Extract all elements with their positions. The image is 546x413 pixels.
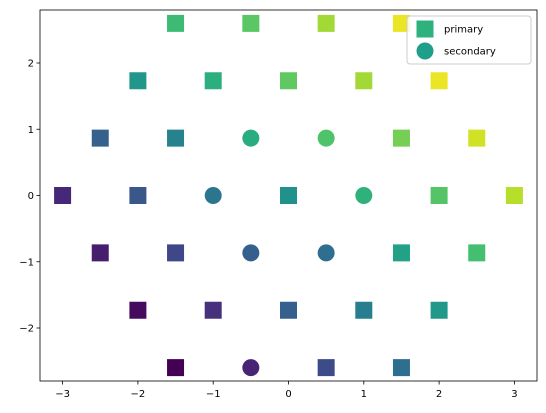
- primary-point-11: [392, 129, 410, 147]
- y-tick-label: −2: [19, 324, 34, 335]
- legend-label-primary: primary: [444, 25, 483, 36]
- legend-marker-secondary: [416, 42, 434, 60]
- primary-point-3: [392, 14, 410, 32]
- primary-point-21: [468, 244, 486, 262]
- primary-point-7: [355, 72, 373, 90]
- x-tick-label: 0: [285, 389, 291, 400]
- primary-point-22: [129, 301, 147, 319]
- x-tick-label: 2: [436, 389, 442, 400]
- primary-point-19: [167, 244, 185, 262]
- x-tick-label: −1: [206, 389, 221, 400]
- primary-point-9: [91, 129, 109, 147]
- secondary-point-2: [204, 187, 222, 204]
- primary-point-29: [392, 359, 410, 377]
- secondary-point-5: [317, 244, 335, 262]
- y-tick-label: 2: [28, 59, 34, 70]
- axis-ticks: −3 −2 −1 0 1 2 3 −2 −1 0 1 2: [19, 59, 517, 401]
- primary-point-26: [430, 301, 448, 319]
- legend-label-secondary: secondary: [444, 47, 496, 58]
- primary-point-25: [355, 301, 373, 319]
- primary-point-18: [91, 244, 109, 262]
- primary-point-12: [468, 129, 486, 147]
- primary-point-27: [167, 359, 185, 377]
- secondary-point-3: [355, 187, 373, 204]
- primary-point-8: [430, 72, 448, 90]
- secondary-point-4: [242, 244, 260, 262]
- x-tick-label: 3: [511, 389, 517, 400]
- y-tick-label: −1: [19, 257, 34, 268]
- primary-point-16: [430, 187, 448, 204]
- primary-point-14: [129, 187, 147, 204]
- x-tick-label: −2: [131, 389, 146, 400]
- primary-point-1: [242, 14, 260, 32]
- primary-point-2: [317, 14, 335, 32]
- secondary-point-0: [242, 129, 260, 147]
- primary-point-24: [280, 301, 297, 319]
- primary-point-13: [54, 187, 72, 204]
- primary-point-20: [392, 244, 410, 262]
- primary-point-6: [280, 72, 297, 90]
- x-tick-label: 1: [361, 389, 367, 400]
- data-points: [54, 14, 523, 377]
- primary-point-17: [505, 187, 523, 204]
- primary-point-0: [167, 14, 185, 32]
- secondary-point-6: [242, 359, 260, 377]
- primary-point-5: [204, 72, 222, 90]
- y-tick-label: 1: [28, 125, 34, 136]
- x-tick-label: −3: [55, 389, 70, 400]
- legend-marker-primary: [416, 20, 434, 38]
- primary-point-10: [167, 129, 185, 147]
- y-tick-label: 0: [28, 191, 34, 202]
- secondary-point-1: [317, 129, 335, 147]
- legend: primary secondary: [406, 15, 532, 65]
- primary-point-15: [280, 187, 297, 204]
- primary-point-23: [204, 301, 222, 319]
- primary-point-4: [129, 72, 147, 90]
- primary-point-28: [317, 359, 335, 377]
- legend-box: [406, 15, 532, 65]
